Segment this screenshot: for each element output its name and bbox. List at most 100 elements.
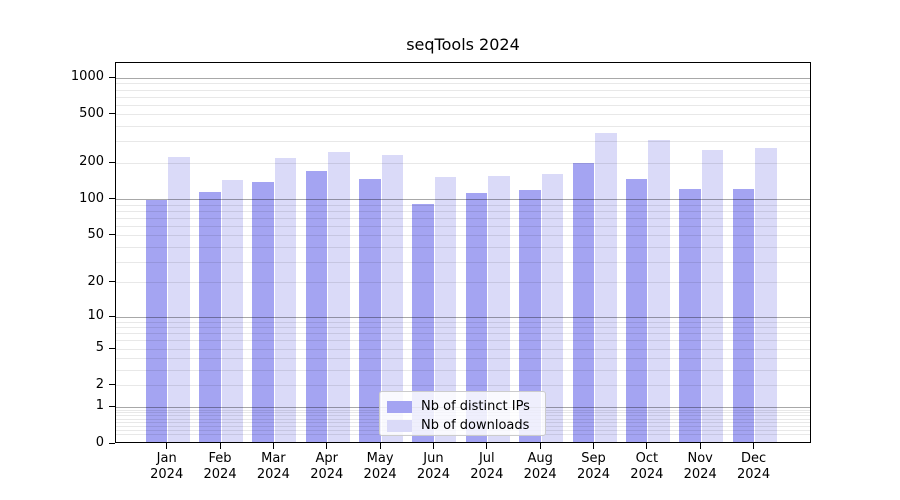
gridline-minor-5 (116, 348, 810, 350)
bar-ips-nov-2024 (679, 189, 701, 442)
legend: Nb of distinct IPs Nb of downloads (379, 391, 546, 436)
legend-swatch-downloads (387, 419, 412, 432)
gridline-minor-20 (116, 282, 810, 284)
y-tick-10 (109, 315, 115, 317)
gridline-10 (116, 316, 810, 318)
x-tick-label-jul-2024: Jul 2024 (470, 451, 504, 482)
gridline-minor-90 (116, 204, 810, 206)
gridline-minor-200 (116, 162, 810, 164)
bar-ips-feb-2024 (199, 192, 221, 442)
bar-ips-sep-2024 (572, 163, 594, 442)
bar-ips-apr-2024 (305, 171, 328, 442)
y-tick-label-20: 20 (87, 273, 104, 289)
y-tick-label-1: 1 (95, 398, 104, 414)
gridline-minor-900 (116, 83, 810, 85)
y-tick-label-1000: 1000 (70, 69, 104, 85)
x-tick-label-feb-2024: Feb 2024 (203, 451, 237, 482)
y-tick-label-0: 0 (95, 435, 104, 450)
gridline-minor-700 (116, 96, 810, 98)
gridline-minor-300 (116, 141, 810, 143)
x-tick-sep-2024 (593, 443, 594, 449)
bar-downloads-jan-2024 (168, 157, 190, 442)
x-tick-label-aug-2024: Aug 2024 (523, 451, 557, 482)
bar-downloads-oct-2024 (648, 139, 670, 442)
y-tick-100 (109, 198, 115, 200)
gridline-minor-70 (116, 217, 810, 219)
gridline-minor-6 (116, 340, 810, 342)
bar-ips-may-2024 (359, 178, 381, 442)
y-tick-200 (109, 161, 115, 163)
gridline-minor-80 (116, 210, 810, 212)
x-tick-label-sep-2024: Sep 2024 (576, 451, 611, 482)
bar-downloads-sep-2024 (595, 133, 617, 442)
y-tick-50 (109, 234, 115, 236)
legend-label-downloads: Nb of downloads (421, 417, 530, 433)
x-tick-label-oct-2024: Oct 2024 (630, 451, 664, 482)
x-tick-label-jun-2024: Jun 2024 (416, 451, 450, 482)
bar-downloads-mar-2024 (274, 157, 297, 442)
gridline-minor-500 (116, 114, 810, 116)
bar-downloads-dec-2024 (755, 148, 777, 442)
x-tick-label-may-2024: May 2024 (363, 451, 397, 482)
x-tick-dec-2024 (753, 443, 755, 449)
bar-ips-mar-2024 (252, 181, 274, 442)
y-tick-label-200: 200 (79, 154, 104, 170)
bar-downloads-nov-2024 (701, 149, 724, 442)
gridline-minor-40 (116, 246, 810, 248)
gridline-minor-400 (116, 126, 810, 128)
x-tick-apr-2024 (326, 443, 328, 449)
x-tick-mar-2024 (272, 443, 274, 449)
y-tick-label-100: 100 (79, 190, 104, 206)
gridline-minor-50 (116, 235, 810, 237)
chart-title: seqTools 2024 (406, 35, 520, 54)
y-tick-0 (109, 442, 115, 444)
y-tick-20 (109, 281, 115, 283)
legend-item-downloads: Nb of downloads (387, 416, 545, 435)
x-tick-jun-2024 (432, 443, 434, 449)
x-tick-jul-2024 (486, 443, 488, 449)
gridline-minor-60 (116, 225, 810, 227)
x-tick-label-jan-2024: Jan 2024 (150, 451, 184, 482)
bar-downloads-apr-2024 (328, 151, 350, 442)
bar-downloads-feb-2024 (221, 180, 244, 442)
x-tick-feb-2024 (219, 443, 221, 449)
gridline-minor-30 (116, 261, 810, 263)
x-tick-jan-2024 (166, 443, 168, 449)
x-tick-nov-2024 (699, 443, 701, 449)
bar-downloads-jul-2024 (488, 176, 510, 442)
bar-downloads-aug-2024 (541, 173, 564, 442)
legend-swatch-distinct-ips (387, 400, 412, 413)
bar-ips-jul-2024 (465, 192, 488, 442)
y-tick-label-50: 50 (87, 226, 104, 242)
y-tick-1 (109, 405, 115, 407)
gridline-minor-3 (116, 370, 810, 372)
y-tick-label-500: 500 (79, 105, 104, 121)
x-tick-may-2024 (379, 443, 381, 449)
bar-downloads-may-2024 (381, 154, 404, 442)
y-tick-500 (109, 113, 115, 115)
bar-ips-dec-2024 (732, 189, 755, 442)
bar-ips-oct-2024 (625, 178, 648, 442)
gridline-minor-4 (116, 358, 810, 360)
plot-area (115, 62, 811, 443)
x-tick-label-dec-2024: Dec 2024 (737, 451, 771, 482)
gridline-minor-9 (116, 321, 810, 323)
gridline-minor-7 (116, 333, 810, 335)
y-tick-label-5: 5 (95, 340, 104, 356)
legend-label-distinct-ips: Nb of distinct IPs (421, 398, 530, 414)
x-tick-label-mar-2024: Mar 2024 (256, 451, 290, 482)
x-tick-oct-2024 (646, 443, 648, 449)
bar-ips-jan-2024 (145, 200, 168, 442)
y-tick-5 (109, 347, 115, 349)
gridline-minor-8 (116, 327, 810, 329)
y-tick-1000 (109, 76, 115, 78)
bar-downloads-jun-2024 (434, 177, 457, 442)
x-tick-label-apr-2024: Apr 2024 (310, 451, 344, 482)
gridline-minor-600 (116, 104, 810, 106)
y-tick-label-2: 2 (95, 376, 104, 392)
gridline-minor-800 (116, 89, 810, 91)
x-tick-aug-2024 (539, 443, 541, 449)
bar-ips-jun-2024 (412, 204, 434, 442)
gridline-1000 (116, 77, 810, 79)
